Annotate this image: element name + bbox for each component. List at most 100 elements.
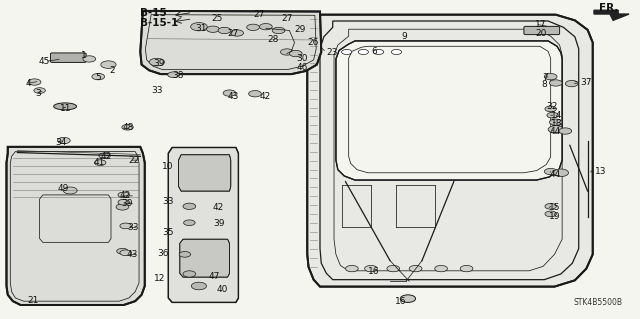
Circle shape	[392, 49, 401, 55]
Text: 32: 32	[546, 102, 557, 111]
Text: 13: 13	[595, 167, 607, 176]
Text: 16: 16	[368, 267, 380, 276]
Circle shape	[460, 265, 473, 272]
Circle shape	[184, 220, 195, 226]
Text: B-15-1: B-15-1	[140, 18, 179, 28]
Text: 36: 36	[157, 249, 169, 258]
Circle shape	[548, 126, 563, 133]
Text: 26: 26	[307, 38, 319, 47]
Polygon shape	[180, 239, 230, 277]
Text: 44: 44	[549, 127, 561, 136]
Circle shape	[118, 199, 129, 205]
Circle shape	[400, 295, 415, 302]
Circle shape	[545, 106, 556, 112]
Text: STK4B5500B: STK4B5500B	[573, 298, 623, 307]
Circle shape	[547, 112, 558, 118]
Text: 16: 16	[395, 297, 406, 306]
Circle shape	[231, 30, 244, 36]
Circle shape	[99, 153, 110, 159]
Text: 22: 22	[129, 156, 140, 165]
Circle shape	[28, 79, 41, 85]
Circle shape	[63, 187, 77, 194]
Circle shape	[191, 282, 207, 290]
Circle shape	[259, 24, 272, 30]
Text: 27: 27	[282, 14, 293, 23]
Circle shape	[565, 80, 578, 87]
Circle shape	[100, 61, 116, 69]
Text: 7: 7	[541, 73, 547, 82]
Circle shape	[346, 265, 358, 272]
Text: 2: 2	[109, 66, 115, 76]
Circle shape	[374, 49, 384, 55]
Text: 18: 18	[550, 119, 562, 128]
Text: 25: 25	[212, 14, 223, 23]
Text: 34: 34	[56, 137, 67, 147]
Circle shape	[545, 204, 556, 209]
Circle shape	[83, 56, 96, 62]
Polygon shape	[336, 41, 562, 180]
Text: 3: 3	[35, 89, 41, 98]
Circle shape	[191, 23, 207, 31]
Circle shape	[120, 223, 131, 229]
Text: 37: 37	[580, 78, 591, 87]
Text: 42: 42	[259, 93, 271, 101]
Text: 15: 15	[549, 203, 561, 212]
Text: 33: 33	[162, 197, 173, 206]
Text: 27: 27	[228, 29, 239, 38]
Circle shape	[116, 204, 129, 210]
Polygon shape	[594, 10, 629, 20]
Circle shape	[342, 49, 352, 55]
Ellipse shape	[54, 103, 77, 110]
Circle shape	[435, 265, 447, 272]
FancyBboxPatch shape	[51, 53, 86, 63]
Text: 29: 29	[294, 25, 306, 34]
Polygon shape	[140, 11, 321, 74]
Circle shape	[549, 80, 562, 86]
Text: 30: 30	[296, 55, 308, 63]
Polygon shape	[168, 147, 239, 302]
Circle shape	[365, 265, 378, 272]
Polygon shape	[307, 15, 593, 286]
Circle shape	[387, 265, 399, 272]
FancyBboxPatch shape	[524, 26, 559, 34]
Circle shape	[559, 128, 572, 134]
Text: 47: 47	[209, 272, 220, 281]
Circle shape	[272, 27, 285, 33]
Text: 39: 39	[213, 219, 225, 228]
Text: 46: 46	[296, 63, 308, 72]
Circle shape	[179, 251, 191, 257]
Text: 49: 49	[58, 184, 69, 193]
Circle shape	[246, 24, 259, 31]
Circle shape	[58, 137, 70, 144]
Text: 33: 33	[127, 223, 138, 232]
Text: 23: 23	[326, 48, 338, 57]
Text: 33: 33	[151, 86, 163, 95]
Circle shape	[183, 203, 196, 210]
Text: 39: 39	[121, 199, 132, 208]
Text: 21: 21	[27, 296, 38, 305]
Text: 40: 40	[217, 285, 228, 294]
Polygon shape	[179, 155, 231, 191]
Text: 42: 42	[100, 152, 111, 161]
Circle shape	[545, 211, 556, 217]
Text: 44: 44	[549, 170, 561, 179]
Text: 35: 35	[162, 228, 173, 237]
Text: 14: 14	[550, 111, 562, 120]
Text: 38: 38	[172, 71, 184, 80]
Text: 45: 45	[38, 57, 50, 66]
Text: 41: 41	[94, 158, 105, 167]
Text: 28: 28	[268, 35, 279, 44]
Text: 42: 42	[213, 203, 224, 212]
Text: 19: 19	[549, 212, 561, 221]
Circle shape	[118, 192, 129, 198]
Circle shape	[289, 50, 302, 57]
Circle shape	[248, 91, 261, 97]
Circle shape	[218, 27, 231, 33]
Text: 6: 6	[371, 48, 377, 56]
Text: 48: 48	[122, 123, 134, 132]
Circle shape	[149, 58, 164, 66]
Circle shape	[544, 73, 557, 80]
Circle shape	[168, 72, 179, 78]
Circle shape	[409, 265, 422, 272]
Text: 43: 43	[127, 250, 138, 259]
